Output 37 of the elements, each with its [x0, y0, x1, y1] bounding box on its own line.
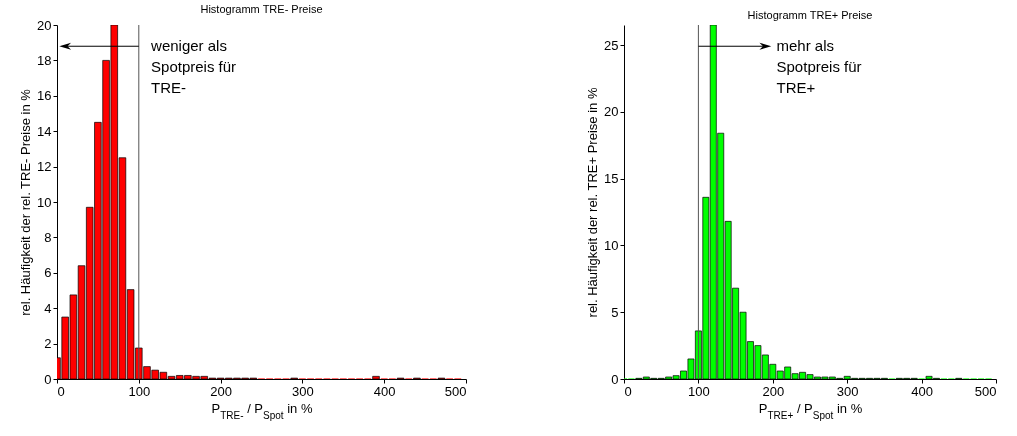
y-tick-label: 18	[37, 52, 52, 68]
x-tick-label: 200	[210, 383, 232, 399]
y-tick-label: 10	[604, 237, 619, 253]
x-tick-label: 500	[444, 383, 467, 399]
x-tick-label: 400	[373, 383, 396, 399]
chart-title: Histogramm TRE- Preise	[200, 3, 323, 15]
annotation: mehr als Spotpreis für TRE+	[776, 37, 862, 97]
x-tick-label: 200	[762, 383, 785, 399]
y-axis-title: rel. Häufigkeit der rel. TRE+ Preise in %	[585, 87, 601, 318]
annotation: weniger als Spotpreis für TRE-	[150, 37, 237, 97]
y-axis-title: rel. Häufigkeit der rel. TRE- Preise in %	[18, 88, 34, 316]
y-tick-label: 8	[44, 229, 52, 245]
y-tick-label: 20	[37, 17, 52, 33]
x-tick-label: 100	[128, 383, 151, 399]
x-axis-title: P$_{TRE+}$ / P$_{Spot}$ in %	[758, 400, 863, 420]
x-tick-label: 500	[974, 383, 997, 399]
y-tick-label: 10	[37, 194, 52, 210]
y-tick-label: 5	[611, 304, 619, 320]
y-tick-label: 14	[37, 123, 52, 139]
y-tick-label: 20	[604, 104, 619, 120]
y-tick-label: 0	[611, 371, 619, 387]
x-tick-label: 100	[688, 383, 710, 399]
x-axis-title: P$_{TRE-}$ / P$_{Spot}$ in %	[211, 400, 313, 420]
y-tick-label: 25	[604, 37, 619, 53]
y-tick-label: 15	[604, 171, 619, 187]
y-tick-label: 16	[37, 88, 52, 104]
y-tick-label: 2	[44, 336, 52, 352]
x-tick-label: 300	[836, 383, 859, 399]
y-tick-label: 6	[44, 265, 52, 281]
chart-title: Histogramm TRE+ Preise	[747, 8, 873, 21]
x-tick-label: 400	[911, 383, 933, 399]
x-tick-label: 0	[57, 383, 65, 399]
x-tick-label: 300	[292, 383, 314, 399]
x-tick-label: 0	[624, 383, 632, 399]
y-tick-label: 12	[37, 159, 52, 175]
y-tick-label: 4	[44, 300, 52, 316]
y-tick-label: 0	[44, 371, 52, 387]
